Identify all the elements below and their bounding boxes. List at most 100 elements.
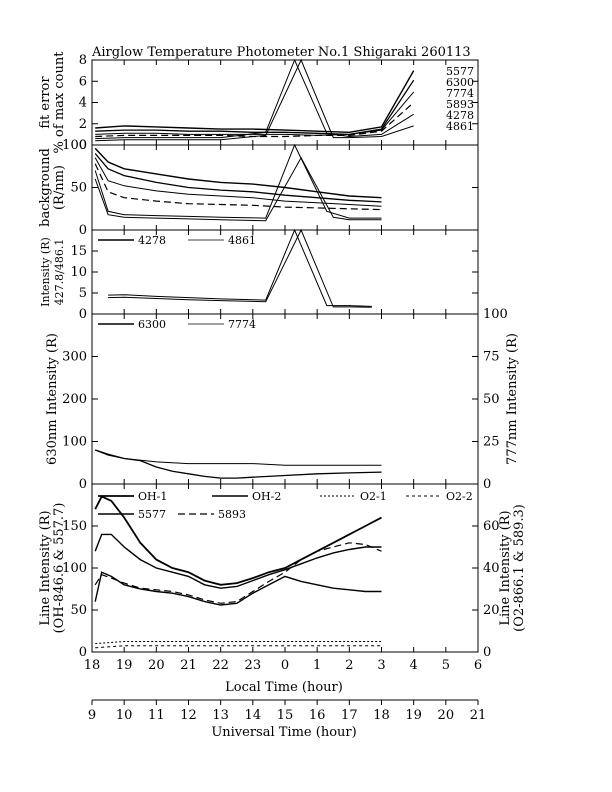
local-time-tick-label: 23 <box>245 658 262 673</box>
y-tick-label: 0 <box>79 477 87 492</box>
series-line-oh-lines-5893 <box>94 542 382 604</box>
series-line-oh-lines-5577 <box>94 571 382 606</box>
legend-label-4861: 4861 <box>446 120 474 133</box>
legend-label-OH-2: OH-2 <box>252 490 281 503</box>
series-line-fit-error-5577 <box>95 70 415 134</box>
y-tick-label: 100 <box>62 561 87 576</box>
legend-label-4278: 4278 <box>138 234 166 247</box>
local-time-tick-label: 19 <box>116 658 133 673</box>
y-axis-label: 630nm Intensity (R) <box>45 333 60 465</box>
series-line-oh-lines-O2-2 <box>95 645 382 649</box>
y-tick-label: 0 <box>79 307 87 322</box>
series-line-background-4278 <box>94 143 382 219</box>
legend-label-7774: 7774 <box>228 318 256 331</box>
y-tick-label: 2 <box>79 117 87 132</box>
universal-time-label: Universal Time (hour) <box>211 725 356 740</box>
series-line-fit-error-7774 <box>95 91 415 136</box>
local-time-tick-label: 3 <box>377 658 385 673</box>
ut-tick-label: 9 <box>88 708 96 723</box>
ut-tick-label: 10 <box>116 708 133 723</box>
local-time-tick-label: 4 <box>410 658 418 673</box>
series-line-background-6300 <box>94 153 382 203</box>
y-right-tick-label: 0 <box>483 477 491 492</box>
y-tick-label: 200 <box>62 392 87 407</box>
legend-label-6300: 6300 <box>138 318 166 331</box>
y-right-tick-label: 100 <box>483 307 508 322</box>
y-axis-label: % of max count <box>52 51 67 154</box>
y-axis-label: (R/nm) <box>52 165 67 210</box>
y-tick-label: 100 <box>62 138 87 153</box>
local-time-tick-label: 5 <box>442 658 450 673</box>
y-tick-label: 10 <box>70 265 87 280</box>
y-tick-label: 150 <box>62 519 87 534</box>
y-tick-label: 50 <box>70 603 87 618</box>
series-line-background-5577 <box>94 147 382 199</box>
ut-tick-label: 20 <box>438 708 455 723</box>
ut-tick-label: 14 <box>245 708 262 723</box>
y-tick-label: 15 <box>70 244 87 259</box>
ut-tick-label: 21 <box>470 708 487 723</box>
ut-tick-label: 12 <box>180 708 197 723</box>
ut-tick-label: 18 <box>373 708 390 723</box>
y-axis-label: Line Intensity (R) <box>38 510 53 625</box>
series-line-fit-error-4278 <box>95 58 414 140</box>
series-line-background-7774 <box>94 157 382 207</box>
local-time-tick-label: 22 <box>212 658 229 673</box>
ut-tick-label: 17 <box>341 708 358 723</box>
y-tick-label: 0 <box>79 223 87 238</box>
y-tick-label: 5 <box>79 286 87 301</box>
local-time-tick-label: 0 <box>281 658 289 673</box>
axis-ticks: 0246805010005101501002003000255075100050… <box>62 53 508 705</box>
series-line-fit-error-4861 <box>95 58 414 142</box>
ut-tick-label: 15 <box>277 708 294 723</box>
series-line-background-5893 <box>94 163 382 211</box>
local-time-tick-label: 2 <box>345 658 353 673</box>
y-axis-label: (OH-846.6 & 557.7) <box>52 503 67 634</box>
y-right-axis-label: (O2-866.1 & 589.3) <box>512 504 527 632</box>
local-time-label: Local Time (hour) <box>225 680 343 695</box>
y-right-tick-label: 75 <box>483 350 500 365</box>
local-time-tick-label: 6 <box>474 658 482 673</box>
y-axis-label: Intensity (R) <box>39 237 52 307</box>
legend-label-O2-2: O2-2 <box>446 490 473 503</box>
ut-tick-label: 11 <box>148 708 165 723</box>
y-tick-label: 6 <box>79 74 87 89</box>
y-tick-label: 8 <box>79 53 87 68</box>
series-lines <box>94 58 415 649</box>
y-right-tick-label: 60 <box>483 519 500 534</box>
legend-label-OH-1: OH-1 <box>138 490 167 503</box>
y-right-tick-label: 0 <box>483 645 491 660</box>
legend-label-5893: 5893 <box>446 98 474 111</box>
y-right-tick-label: 40 <box>483 561 500 576</box>
local-time-tick-label: 1 <box>313 658 321 673</box>
ut-tick-label: 16 <box>309 708 326 723</box>
local-time-tick-label: 18 <box>84 658 101 673</box>
y-right-tick-label: 20 <box>483 603 500 618</box>
y-tick-label: 50 <box>70 181 87 196</box>
y-tick-label: 300 <box>62 350 87 365</box>
y-axis-label: 427.8/486.1 <box>53 239 66 306</box>
series-line-oh-lines-OH-1 <box>94 495 382 586</box>
legend-label-5577: 5577 <box>138 508 166 521</box>
series-line-oh-lines-O2-1 <box>95 641 382 645</box>
y-right-tick-label: 25 <box>483 435 500 450</box>
legend-label-5577: 5577 <box>446 65 474 78</box>
legend-label-4278: 4278 <box>446 109 474 122</box>
series-line-red-lines-7774 <box>95 449 382 466</box>
y-tick-label: 0 <box>79 645 87 660</box>
series-line-blue-lines-4861 <box>108 228 372 308</box>
y-right-tick-label: 50 <box>483 392 500 407</box>
local-time-tick-label: 20 <box>148 658 165 673</box>
axis-labels: fit error% of max count 55776300777458934… <box>38 51 527 723</box>
y-right-axis-label: Line Intensity (R) <box>498 510 513 625</box>
legend-label-O2-1: O2-1 <box>360 490 387 503</box>
legend-label-6300: 6300 <box>446 76 474 89</box>
legend-label-7774: 7774 <box>446 87 474 100</box>
series-line-oh-lines-OH-2 <box>94 533 382 589</box>
y-tick-label: 4 <box>79 96 87 111</box>
series-line-background-4861 <box>94 156 382 222</box>
legend-label-5893: 5893 <box>218 508 246 521</box>
figure-title: Airglow Temperature Photometer No.1 Shig… <box>91 45 471 60</box>
legend-label-4861: 4861 <box>228 234 256 247</box>
